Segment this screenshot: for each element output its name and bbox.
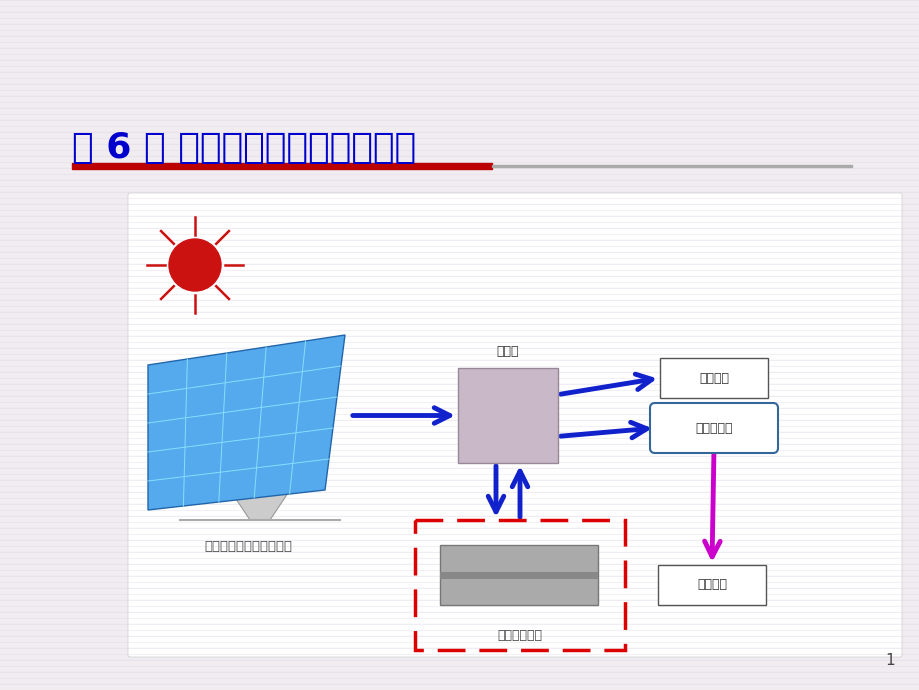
Bar <box>439 572 597 579</box>
Bar <box>659 358 767 398</box>
Bar <box>492 165 851 167</box>
Bar <box>439 545 597 605</box>
Bar <box>657 565 766 605</box>
Text: 交流逆变器: 交流逆变器 <box>695 422 732 435</box>
FancyBboxPatch shape <box>128 193 901 657</box>
Bar <box>458 368 558 463</box>
Text: 第 6 章 光伏储能及其充放电模式: 第 6 章 光伏储能及其充放电模式 <box>72 131 415 165</box>
Text: 蓄电池（组）: 蓄电池（组） <box>497 629 542 642</box>
Bar <box>72 163 492 169</box>
FancyBboxPatch shape <box>650 403 777 453</box>
Polygon shape <box>148 335 345 510</box>
Text: 直流负载: 直流负载 <box>698 371 728 384</box>
Bar <box>414 520 624 650</box>
Text: 1: 1 <box>884 653 894 668</box>
Text: 交流负载: 交流负载 <box>697 578 726 591</box>
Text: 控制器: 控制器 <box>496 345 518 358</box>
Polygon shape <box>230 490 289 520</box>
Circle shape <box>169 239 221 291</box>
Text: 太阳能电池组件（方阵）: 太阳能电池组件（方阵） <box>204 540 291 553</box>
